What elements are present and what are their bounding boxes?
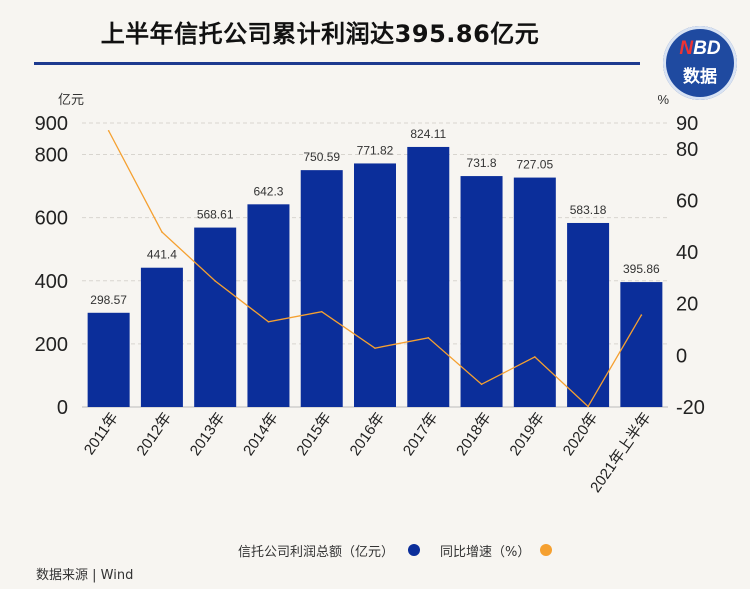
right-axis-tick: -20 <box>676 397 705 419</box>
growth-rate-point <box>320 310 323 313</box>
growth-rate-point <box>534 356 536 358</box>
legend-line-swatch <box>540 544 552 556</box>
data-source: 数据来源 | Wind <box>36 568 134 583</box>
x-axis-label: 2016年 <box>347 410 389 459</box>
x-axis-label: 2015年 <box>293 410 335 459</box>
growth-rate-point <box>480 383 483 386</box>
bar <box>620 282 663 407</box>
left-axis-unit: 亿元 <box>58 92 84 107</box>
bar-series <box>87 146 663 407</box>
growth-rate-point <box>107 129 110 132</box>
right-axis-tick: 40 <box>676 242 698 264</box>
bar-value-label: 395.86 <box>623 262 660 276</box>
x-axis-label: 2011年 <box>81 410 122 458</box>
growth-rate-point <box>267 321 270 323</box>
right-axis-tick: 60 <box>676 190 698 212</box>
growth-rate-point <box>640 314 643 316</box>
bar-value-label: 298.57 <box>90 293 127 307</box>
bar-value-label: 771.82 <box>357 143 394 157</box>
bar <box>513 177 556 407</box>
legend-bar-swatch <box>408 544 420 556</box>
x-axis-labels: 2011年 2012年 2013年 2014年 2015年 2016年 2017年 2018年… <box>81 410 655 496</box>
growth-rate-point <box>427 337 430 339</box>
bar-value-label: 727.05 <box>516 158 553 172</box>
bar <box>247 204 290 407</box>
logo-text: 数据 <box>683 67 717 87</box>
bar-value-label: 568.61 <box>197 208 234 222</box>
bar <box>407 146 450 407</box>
right-axis-tick: 0 <box>676 345 687 367</box>
x-axis-label: 2017年 <box>400 410 442 459</box>
bar <box>140 267 183 407</box>
left-axis-tick: 800 <box>35 145 68 167</box>
nbd-logo: NBD 数据 <box>663 26 737 100</box>
right-axis-tick: 90 <box>676 113 698 135</box>
bar <box>194 227 237 407</box>
left-axis: 亿元 0 200 400 600 800 900 <box>35 92 84 419</box>
right-axis-unit: % <box>657 92 669 107</box>
growth-rate-point <box>374 347 376 349</box>
line-series <box>107 129 643 408</box>
bar-value-label: 731.8 <box>467 156 497 170</box>
chart-title: 上半年信托公司累计利润达395.86亿元 <box>100 20 540 48</box>
left-axis-tick: 0 <box>57 397 68 419</box>
x-axis-label: 2018年 <box>453 410 495 459</box>
left-axis-tick: 900 <box>35 113 68 135</box>
left-axis-tick: 400 <box>35 271 68 293</box>
left-axis-tick: 200 <box>35 334 68 356</box>
x-axis-label: 2019年 <box>506 410 548 459</box>
legend-line-label: 同比增速（%） <box>440 545 531 560</box>
x-axis-label: 2012年 <box>134 410 176 459</box>
title-underline <box>34 62 640 65</box>
bar <box>87 312 130 407</box>
bar <box>567 222 610 407</box>
bar-value-label: 583.18 <box>570 203 607 217</box>
left-axis-tick: 600 <box>35 208 68 230</box>
bar-value-label: 441.4 <box>147 248 177 262</box>
bar-value-label: 750.59 <box>303 150 340 164</box>
bar-value-label: 824.11 <box>410 127 446 141</box>
x-axis-label: 2013年 <box>187 410 229 459</box>
x-axis-label: 2020年 <box>560 410 602 459</box>
growth-rate-point <box>587 405 589 408</box>
bar <box>300 170 343 407</box>
growth-rate-point <box>161 231 163 233</box>
bar-data-labels: 298.57 441.4 568.61 642.3 750.59 771.82 824.11… <box>90 127 660 307</box>
right-axis-tick: 20 <box>676 294 698 316</box>
right-axis-tick: 80 <box>676 139 698 161</box>
x-axis-label: 2014年 <box>240 410 282 459</box>
growth-rate-point <box>214 280 216 282</box>
legend-bar-label: 信托公司利润总额（亿元） <box>238 545 395 560</box>
right-axis: % -20 0 20 40 60 80 90 <box>657 92 704 419</box>
logo-letters-bd: BD <box>693 38 721 59</box>
bar <box>460 176 503 407</box>
logo-letter-n: N <box>679 38 694 59</box>
bar-value-label: 642.3 <box>253 184 283 198</box>
bar <box>354 163 396 407</box>
